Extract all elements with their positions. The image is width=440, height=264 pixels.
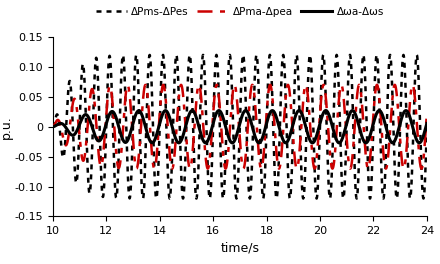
Δωa-Δωs [350,109,355,112]
ΔPma-Δpea [276,167,282,170]
X-axis label: time/s: time/s [220,242,259,255]
ΔPms-ΔPes [394,197,400,200]
Δωa-Δωs [93,135,98,138]
ΔPma-Δpea [115,163,120,167]
ΔPms-ΔPes [210,147,215,150]
ΔPma-Δpea [377,98,382,101]
ΔPma-Δpea [210,122,215,125]
ΔPma-Δpea [321,83,326,86]
Y-axis label: p.u.: p.u. [0,115,13,139]
ΔPms-ΔPes [194,197,199,200]
Δωa-Δωs [115,121,120,124]
ΔPms-ΔPes [417,111,422,114]
ΔPms-ΔPes [334,53,339,56]
ΔPma-Δpea [50,125,55,128]
Line: ΔPma-Δpea: ΔPma-Δpea [53,85,427,169]
Legend: ΔPms-ΔPes, ΔPma-Δpea, Δωa-Δωs: ΔPms-ΔPes, ΔPma-Δpea, Δωa-Δωs [92,3,388,21]
Δωa-Δωs [337,141,342,144]
Δωa-Δωs [417,141,422,144]
Δωa-Δωs [50,125,55,128]
ΔPms-ΔPes [424,125,429,128]
ΔPms-ΔPes [93,61,98,64]
ΔPms-ΔPes [50,125,55,128]
ΔPma-Δpea [93,111,98,115]
Line: Δωa-Δωs: Δωa-Δωs [53,111,427,143]
Line: ΔPms-ΔPes: ΔPms-ΔPes [53,55,427,199]
Δωa-Δωs [424,122,429,125]
ΔPms-ΔPes [115,182,120,185]
ΔPma-Δpea [417,159,422,162]
ΔPma-Δpea [194,100,199,103]
Δωa-Δωs [377,109,382,112]
Δωa-Δωs [194,116,199,119]
ΔPma-Δpea [424,113,429,116]
ΔPms-ΔPes [377,100,382,103]
Δωa-Δωs [210,124,215,128]
